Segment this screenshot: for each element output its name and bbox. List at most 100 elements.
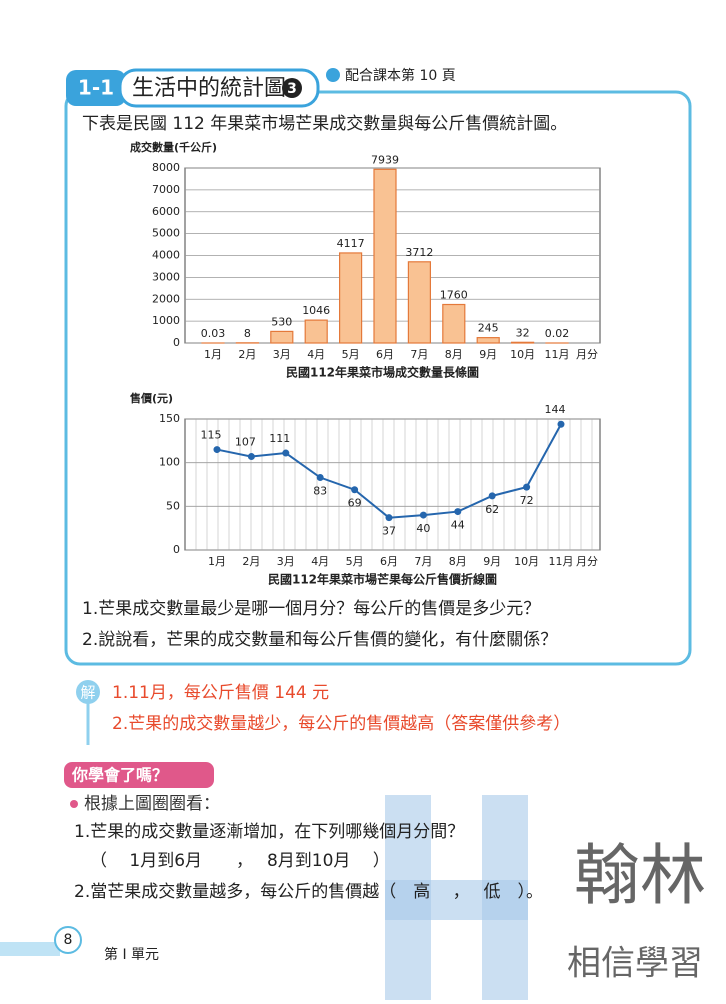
value-label: 4117: [337, 237, 365, 250]
bar: [340, 253, 362, 343]
x-tick-label: 10月: [510, 348, 535, 361]
value-label: 44: [451, 519, 465, 532]
point: [214, 446, 221, 453]
y-tick-label: 1000: [152, 314, 180, 327]
x-tick-label: 10月: [514, 555, 539, 568]
chart-title: 民國112年果菜市場芒果每公斤售價折線圖: [268, 572, 497, 587]
value-label: 37: [382, 525, 396, 538]
x-tick-label: 3月: [273, 348, 291, 361]
bar: [374, 169, 396, 343]
y-tick-label: 4000: [152, 249, 180, 262]
bar: [305, 320, 327, 343]
x-tick-label: 5月: [346, 555, 364, 568]
value-label: 1046: [302, 304, 330, 317]
value-label: 3712: [405, 246, 433, 259]
point: [420, 512, 427, 519]
intro: 下表是民國 112 年果菜市場芒果成交數量與每公斤售價統計圖。: [82, 114, 567, 134]
x-tick-label: 8月: [445, 348, 463, 361]
value-label: 7939: [371, 153, 399, 166]
x-tick-label: 6月: [376, 348, 394, 361]
value-label: 111: [269, 432, 290, 445]
x-tick-label: 7月: [414, 555, 432, 568]
value-label: 1760: [440, 289, 468, 302]
value-label: 0.02: [545, 327, 570, 340]
x-tick-label: 6月: [380, 555, 398, 568]
y-tick-label: 8000: [152, 161, 180, 174]
page-number: 8: [64, 932, 73, 948]
point: [317, 474, 324, 481]
question: 2.說說看，芒果的成交數量和每公斤售價的變化，有什麼關係？: [82, 630, 557, 650]
y-tick-label: 50: [166, 499, 180, 512]
value-label: 530: [271, 315, 292, 328]
point: [523, 484, 530, 491]
point: [248, 453, 255, 460]
x-tick-label: 3月: [277, 555, 295, 568]
y-tick-label: 2000: [152, 292, 180, 305]
value-label: 62: [485, 503, 499, 516]
practice-question: 2.當芒果成交數量越多，每公斤的售價越（ 高 ， 低 ）。: [74, 882, 543, 902]
unit: 第 I 單元: [104, 946, 159, 963]
section-badge: 1-1: [78, 76, 114, 100]
bar: [512, 342, 534, 343]
watermark-slogan: 相信學習: [567, 944, 703, 984]
chart-title: 民國112年果菜市場成交數量長條圖: [286, 365, 479, 380]
value-label: 40: [416, 522, 430, 535]
answer-line-text: 1.11月，每公斤售價 144 元: [112, 683, 329, 703]
section-title: 生活中的統計圖: [132, 76, 286, 101]
answer-label: 解: [80, 684, 95, 702]
y-tick-label: 150: [159, 412, 180, 425]
watermark-brand: 翰林: [574, 837, 706, 914]
value-label: 107: [235, 436, 256, 449]
point: [558, 421, 565, 428]
y-tick-label: 3000: [152, 270, 180, 283]
ref-icon: [326, 68, 340, 82]
x-tick-label: 2月: [242, 555, 260, 568]
x-tick-label: 8月: [449, 555, 467, 568]
bar: [271, 331, 293, 343]
value-label: 115: [201, 429, 222, 442]
x-tick-label: 1月: [208, 555, 226, 568]
x-tick-label: 9月: [483, 555, 501, 568]
x-tick-label: 9月: [479, 348, 497, 361]
practice-options: （ 1月到6月 ， 8月到10月 ）: [90, 851, 390, 871]
point: [282, 450, 289, 457]
value-label: 69: [348, 497, 362, 510]
y-tick-label: 0: [173, 336, 180, 349]
value-label: 72: [520, 494, 534, 507]
point: [386, 514, 393, 521]
answer-line-text: 2.芒果的成交數量越少，每公斤的售價越高（答案僅供參考）: [112, 714, 570, 734]
value-label: 83: [313, 485, 327, 498]
y-axis-label: 成交數量(千公斤): [130, 140, 217, 154]
point: [351, 486, 358, 493]
value-label: 0.03: [201, 327, 226, 340]
x-tick-label: 1月: [204, 348, 222, 361]
x-tick-label: 11月: [545, 348, 570, 361]
y-tick-label: 0: [173, 543, 180, 556]
practice-badge: 你學會了嗎？: [71, 766, 168, 785]
y-tick-label: 7000: [152, 183, 180, 196]
reference: 配合課本第 10 頁: [345, 67, 456, 84]
point: [489, 492, 496, 499]
x-tick-label: 4月: [311, 555, 329, 568]
x-tick-label: 5月: [342, 348, 360, 361]
point: [454, 508, 461, 515]
bar: [443, 305, 465, 344]
question: 1.芒果成交數量最少是哪一個月分？每公斤的售價是多少元？: [82, 599, 540, 619]
value-label: 32: [516, 326, 530, 339]
x-tick-label: 11月: [549, 555, 574, 568]
x-axis-label: 月分: [576, 348, 598, 361]
y-tick-label: 100: [159, 456, 180, 469]
x-tick-label: 7月: [410, 348, 428, 361]
practice-question: 1.芒果的成交數量逐漸增加，在下列哪幾個月分間？: [74, 822, 464, 842]
x-tick-label: 2月: [238, 348, 256, 361]
y-tick-label: 6000: [152, 205, 180, 218]
y-tick-label: 5000: [152, 227, 180, 240]
value-label: 144: [545, 403, 566, 416]
title-number: 3: [287, 81, 297, 97]
bar: [477, 338, 499, 343]
value-label: 245: [478, 322, 499, 335]
y-axis-label: 售價(元): [129, 391, 173, 405]
value-label: 8: [244, 327, 251, 340]
x-axis-label: 月分: [576, 555, 598, 568]
